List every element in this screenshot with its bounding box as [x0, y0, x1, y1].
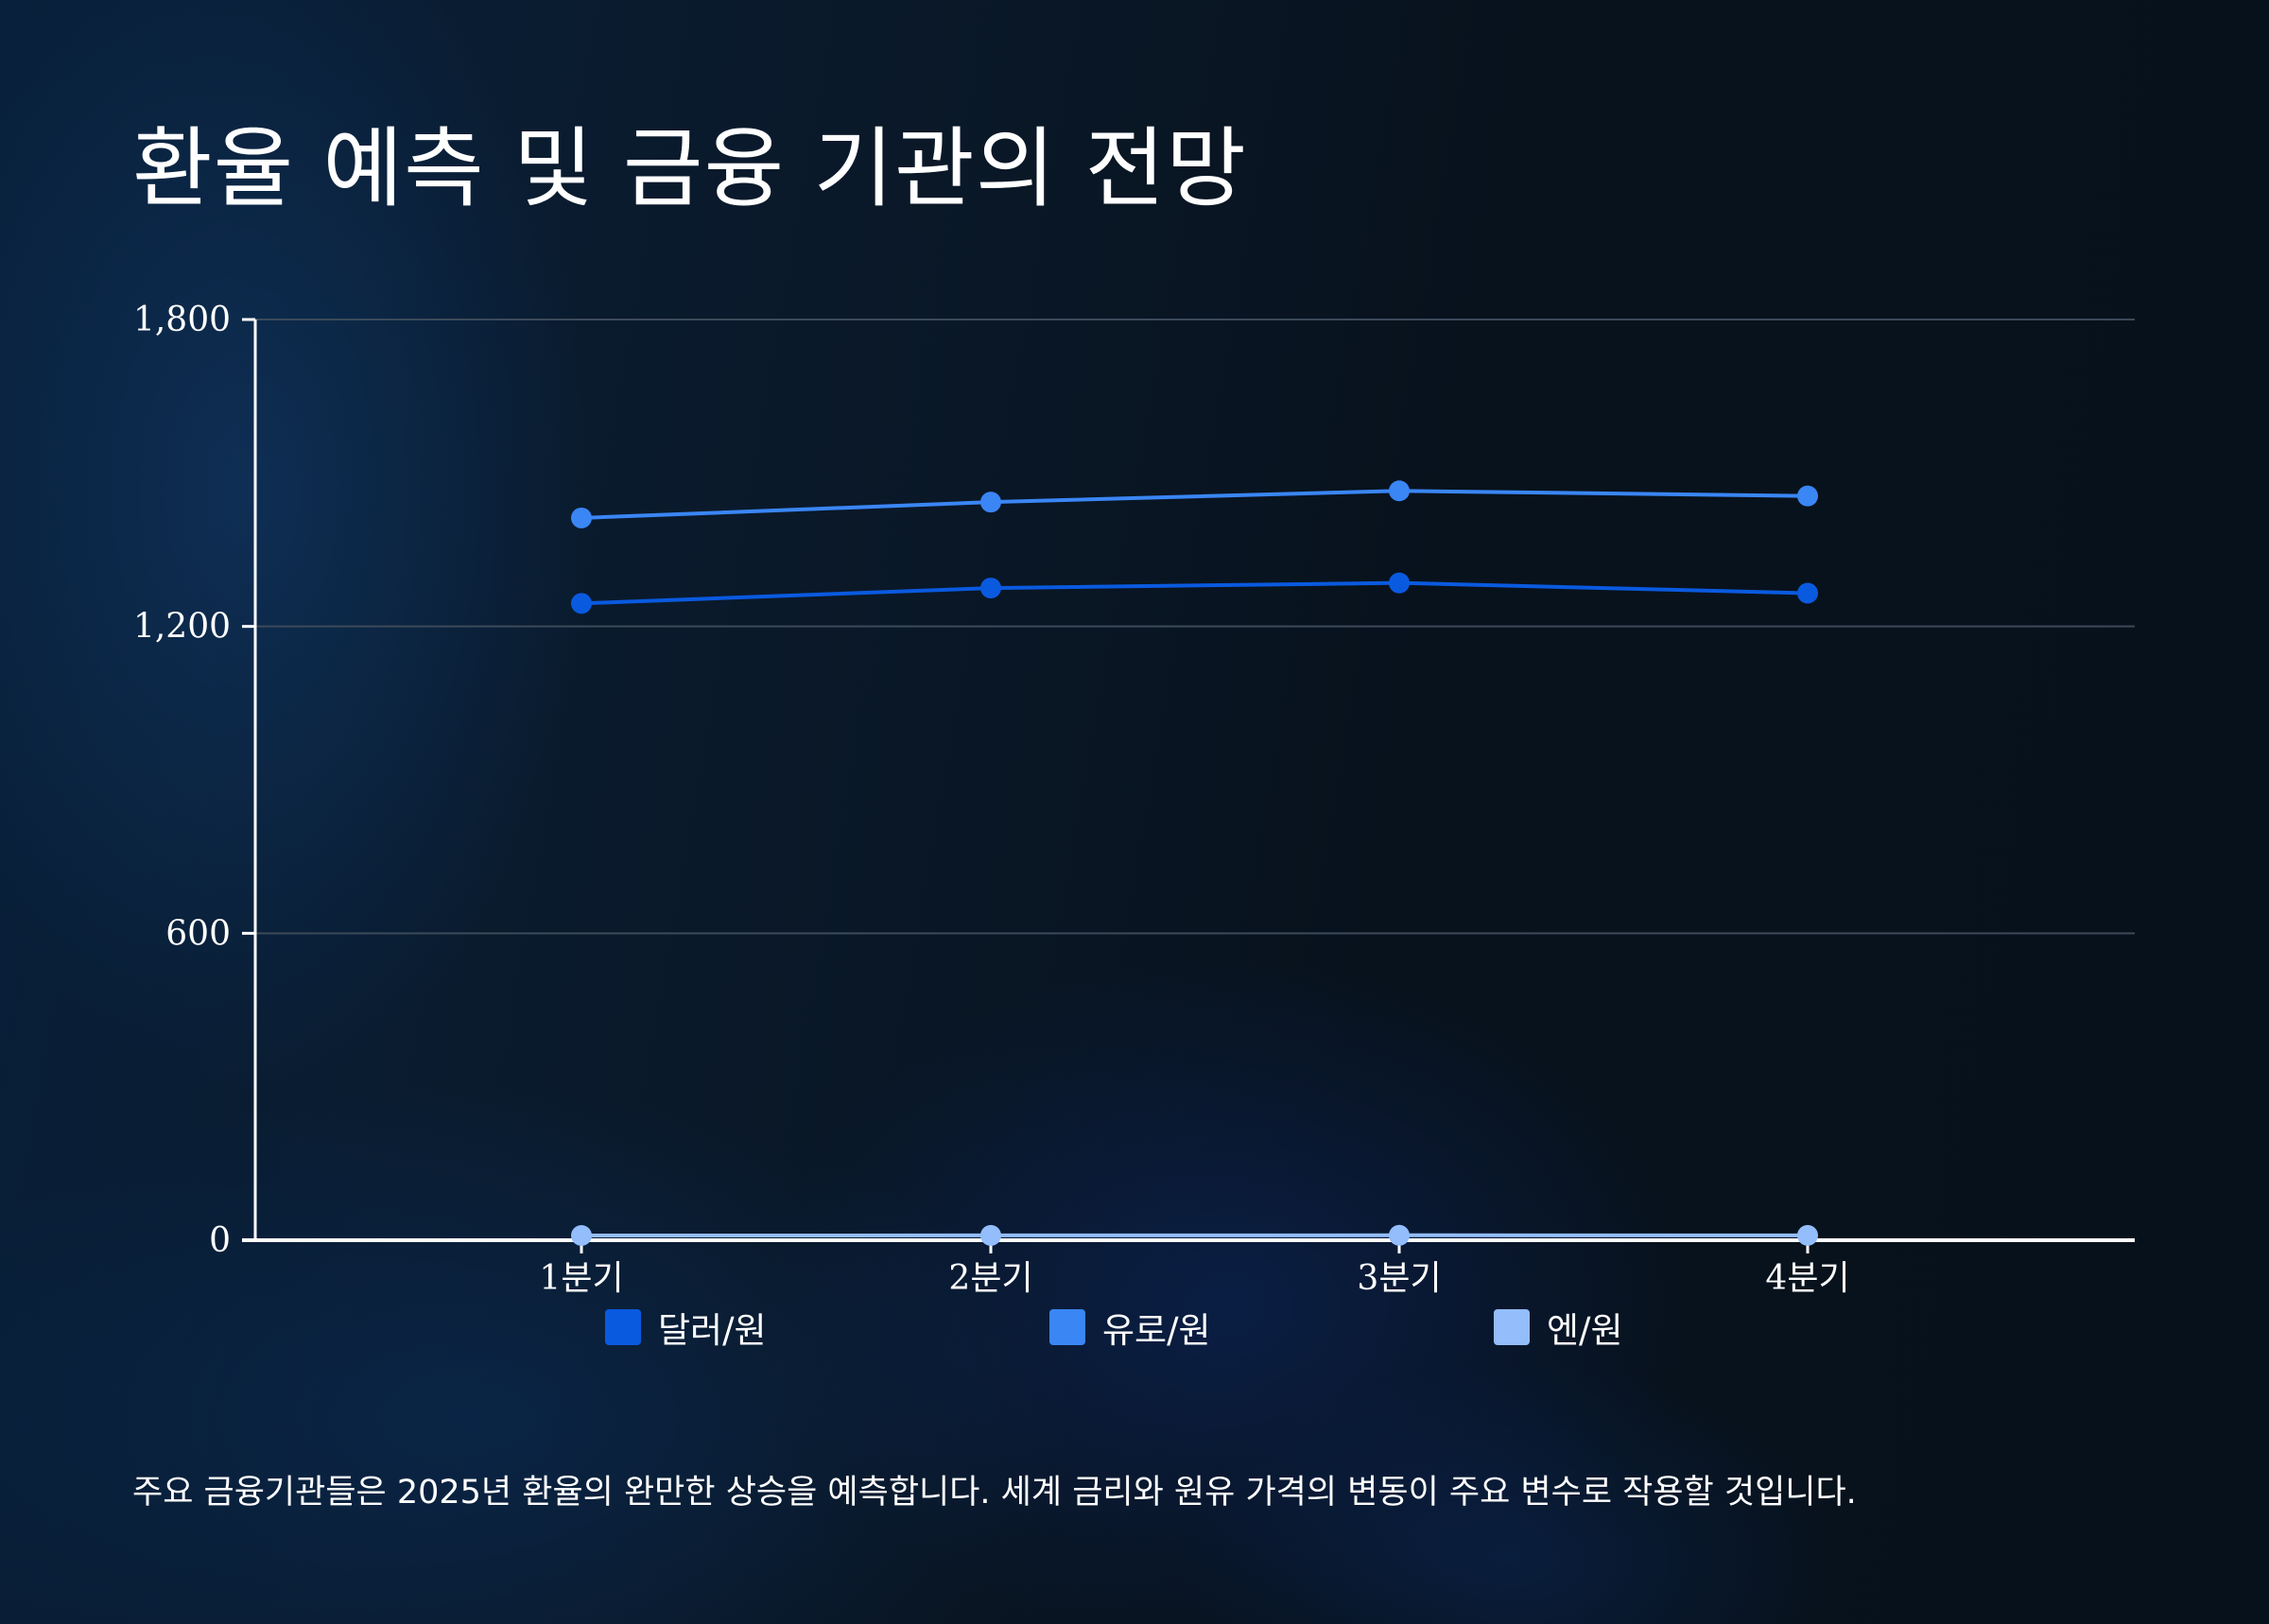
data-point	[1797, 1224, 1818, 1246]
y-tick-label: 600	[165, 914, 231, 953]
axes	[242, 318, 2135, 1253]
data-point	[1797, 582, 1818, 604]
data-point	[571, 1225, 592, 1247]
data-point	[571, 593, 592, 614]
chart-legend: 달러/원 유로/원 엔/원	[0, 1302, 2269, 1351]
legend-item-yen-won[interactable]: 엔/원	[1494, 1302, 1623, 1353]
legend-swatch-euro-won	[1049, 1309, 1085, 1345]
data-point	[1389, 1224, 1410, 1246]
series-line	[580, 489, 1809, 520]
x-tick-label: 2분기	[948, 1259, 1032, 1298]
data-point	[1389, 572, 1410, 594]
legend-label: 유로/원	[1102, 1310, 1211, 1351]
x-tick-label: 1분기	[539, 1259, 623, 1298]
x-tick-label: 4분기	[1765, 1259, 1849, 1298]
legend-swatch-yen-won	[1494, 1309, 1530, 1345]
data-point	[980, 492, 1001, 513]
legend-item-euro-won[interactable]: 유로/원	[1049, 1302, 1211, 1353]
legend-label: 엔/원	[1547, 1310, 1623, 1351]
data-point	[1797, 485, 1818, 507]
gridlines	[255, 319, 2135, 935]
y-tick-label: 1,200	[133, 608, 231, 647]
chart-title: 환율 예측 및 금융 기관의 전망	[132, 118, 1247, 219]
tick-labels: 0 600 1,200 1,800 1분기 2분기 3분기 4분기	[133, 301, 1850, 1298]
data-point	[571, 507, 592, 528]
data-point	[1389, 480, 1410, 502]
legend-swatch-dollar-won	[605, 1309, 641, 1345]
legend-label: 달러/원	[658, 1310, 767, 1351]
y-tick-label: 1,800	[133, 301, 231, 339]
x-tick-label: 3분기	[1357, 1259, 1441, 1298]
y-tick-label: 0	[209, 1221, 231, 1260]
series-lines	[571, 480, 1818, 1247]
series-line	[580, 580, 1809, 606]
legend-item-dollar-won[interactable]: 달러/원	[605, 1302, 767, 1353]
data-point	[980, 578, 1001, 599]
data-point	[980, 1224, 1001, 1246]
chart-footnote: 주요 금융기관들은 2025년 환율의 완만한 상승을 예측합니다. 세계 금리…	[132, 1474, 1857, 1512]
